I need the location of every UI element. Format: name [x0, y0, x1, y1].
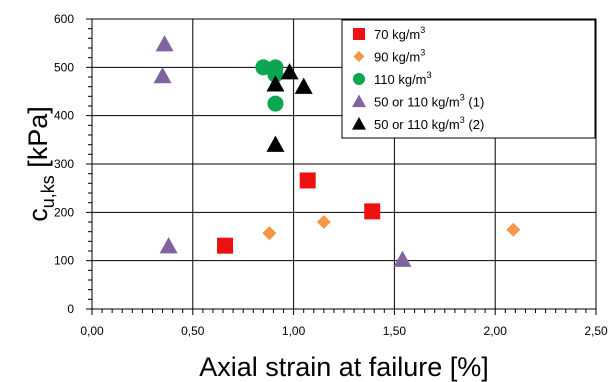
triangle-data-point — [266, 135, 285, 152]
y-axis-title-unit: [kPa] — [23, 106, 53, 175]
x-tick-label: 0,50 — [181, 324, 205, 338]
legend: 70 kg/m3 90 kg/m3 110 kg/m3 50 or 110 kg/m3… — [341, 19, 596, 139]
y-axis-title-main: c — [23, 208, 53, 222]
legend-entry-label: 110 kg/m3 — [374, 70, 432, 87]
x-tick-label: 1,00 — [282, 324, 306, 338]
x-tick-label: 1,50 — [383, 324, 407, 338]
y-tick-label: 300 — [54, 157, 74, 171]
x-tick-label: 2,50 — [584, 324, 608, 338]
legend-entry-label: 50 or 110 kg/m3 (1) — [374, 93, 484, 110]
circle-data-point — [267, 95, 284, 112]
square-data-point — [299, 172, 316, 189]
legend-entry-label: 70 kg/m3 — [374, 25, 425, 42]
y-axis-title: cu,ks [kPa] — [23, 106, 58, 222]
legend-marker — [352, 94, 366, 108]
data-points — [153, 35, 521, 267]
y-tick-label: 100 — [54, 254, 74, 268]
x-axis-title: Axial strain at failure [%] — [199, 352, 489, 382]
triangle-data-point — [294, 77, 313, 94]
minor-ticks — [86, 18, 597, 315]
legend-box — [341, 19, 596, 139]
circle-data-point — [267, 66, 284, 83]
y-axis-title-subscript: u,ks — [38, 175, 58, 208]
y-tick-label: 600 — [54, 12, 74, 26]
legend-entry-label: 90 kg/m3 — [374, 48, 425, 65]
triangle-data-point — [280, 63, 299, 80]
triangle-data-point — [153, 67, 172, 84]
legend-marker — [353, 51, 365, 62]
triangle-data-point — [266, 75, 285, 92]
y-tick-label: 0 — [67, 302, 74, 316]
diamond-data-point — [316, 215, 331, 229]
legend-entry-label: 50 or 110 kg/m3 (2) — [374, 115, 484, 132]
y-tick-labels: 0 100 200 300 400 500 600 — [54, 12, 74, 316]
diamond-data-point — [262, 226, 277, 241]
legend-marker — [353, 28, 365, 40]
diamond-data-point — [506, 222, 521, 237]
x-tick-labels: 0,00 0,50 1,00 1,50 2,00 2,50 — [80, 324, 608, 338]
square-data-point — [217, 237, 234, 254]
x-tick-label: 2,00 — [484, 324, 508, 338]
triangle-data-point — [393, 250, 412, 267]
circle-data-point — [255, 59, 272, 76]
y-tick-label: 500 — [54, 60, 74, 74]
y-tick-label: 200 — [54, 205, 74, 219]
triangle-data-point — [159, 237, 178, 254]
triangle-data-point — [155, 35, 174, 52]
square-data-point — [364, 203, 381, 220]
legend-marker — [353, 73, 365, 85]
y-tick-label: 400 — [54, 109, 74, 123]
x-tick-label: 0,00 — [80, 324, 104, 338]
legend-marker — [352, 117, 366, 130]
